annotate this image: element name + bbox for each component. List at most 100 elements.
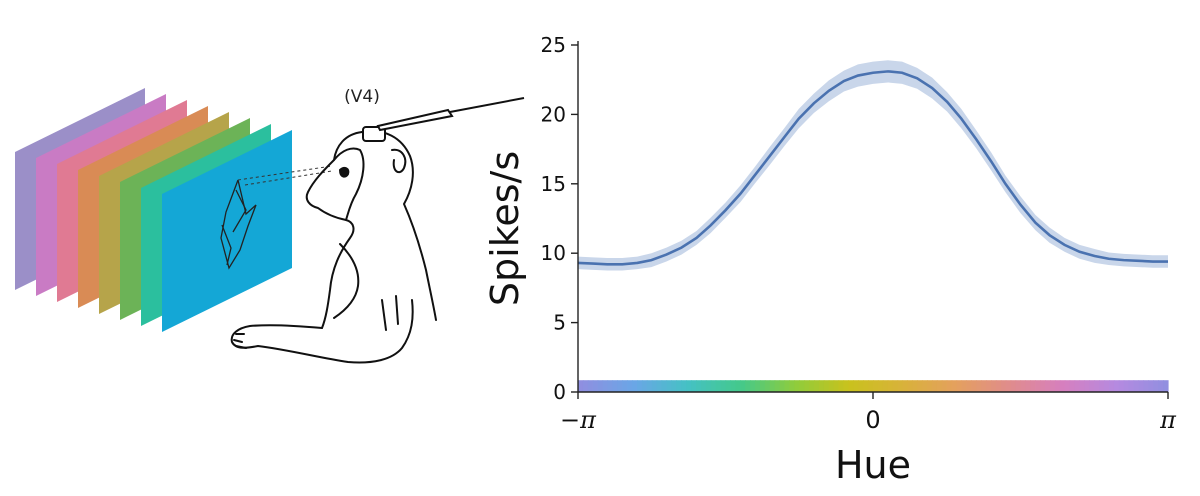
hue-colorbar-segment — [676, 380, 682, 392]
hue-colorbar-segment — [1084, 380, 1090, 392]
hue-colorbar-segment — [843, 380, 850, 392]
hue-colorbar-segment — [646, 380, 653, 392]
y-tick-label: 5 — [553, 311, 566, 335]
hue-colorbar-segment — [794, 380, 800, 392]
hue-colorbar-segment — [833, 380, 840, 392]
hue-colorbar-segment — [597, 380, 604, 392]
hue-colorbar-segment — [804, 380, 810, 392]
hue-colorbar-segment — [1094, 380, 1100, 392]
hue-colorbar-segment — [1030, 380, 1036, 392]
hue-colorbar-segment — [814, 380, 820, 392]
hue-colorbar-segment — [661, 380, 668, 392]
hue-colorbar-segment — [971, 380, 977, 392]
hue-colorbar-segment — [1020, 380, 1027, 392]
hue-colorbar-segment — [932, 380, 938, 392]
y-tick-label: 20 — [541, 102, 566, 126]
hue-colorbar-segment — [828, 380, 835, 392]
hue-colorbar-segment — [1113, 380, 1120, 392]
hue-colorbar-segment — [917, 380, 923, 392]
hue-colorbar-segment — [587, 380, 594, 392]
hue-colorbar-segment — [1163, 380, 1169, 392]
hue-colorbar-segment — [740, 380, 746, 392]
hue-colorbar-segment — [1109, 380, 1115, 392]
hue-colorbar-segment — [1015, 380, 1022, 392]
hue-colorbar-segment — [582, 380, 589, 392]
hue-colorbar-segment — [838, 380, 845, 392]
hue-colorbar-segment — [720, 380, 727, 392]
hue-colorbar-segment — [1069, 380, 1076, 392]
hue-colorbar-segment — [877, 380, 884, 392]
hue-colorbar-segment — [902, 380, 909, 392]
y-axis-label: Spikes/s — [483, 151, 527, 306]
hue-colorbar-segment — [868, 380, 874, 392]
hue-colorbar-segment — [961, 380, 968, 392]
hue-colorbar-segment — [986, 380, 992, 392]
hue-colorbar-segment — [1040, 380, 1046, 392]
hue-colorbar-segment — [956, 380, 963, 392]
hue-colorbar-segment — [769, 380, 776, 392]
hue-colorbar-segment — [1010, 380, 1017, 392]
hue-colorbar-segment — [907, 380, 913, 392]
hue-colorbar-segment — [1123, 380, 1130, 392]
hue-colorbar-segment — [759, 380, 766, 392]
tuning-curve-line — [577, 70, 1168, 266]
hue-colorbar-segment — [1079, 380, 1086, 392]
x-axis-label: Hue — [835, 443, 911, 487]
hue-colorbar-segment — [873, 380, 879, 392]
hue-colorbar-segment — [1054, 380, 1061, 392]
electrode-implant — [362, 97, 525, 142]
hue-colorbar-segment — [622, 380, 628, 392]
y-tick-label: 0 — [553, 380, 566, 404]
hue-colorbar-segment — [995, 380, 1002, 392]
hue-colorbar-segment — [691, 380, 697, 392]
hue-colorbar-segment — [887, 380, 894, 392]
stimulus-stack — [15, 88, 292, 332]
hue-colorbar-segment — [1148, 380, 1154, 392]
hue-colorbar-segment — [799, 380, 805, 392]
hue-colorbar-segment — [981, 380, 987, 392]
hue-colorbar-segment — [612, 380, 618, 392]
hue-colorbar-segment — [927, 380, 933, 392]
hue-colorbar-segment — [656, 380, 663, 392]
hue-colorbar-segment — [922, 380, 928, 392]
hue-colorbar-segment — [858, 380, 864, 392]
hue-colorbar-segment — [681, 380, 687, 392]
hue-colorbar-segment — [700, 380, 707, 392]
error-band — [578, 60, 1168, 271]
hue-colorbar-segment — [1118, 380, 1125, 392]
hue-colorbar-segment — [941, 380, 948, 392]
y-tick-label: 15 — [541, 172, 566, 196]
hue-colorbar-segment — [627, 380, 633, 392]
hue-colorbar-segment — [1064, 380, 1071, 392]
hue-colorbar-segment — [991, 380, 997, 392]
hue-colorbar-segment — [892, 380, 899, 392]
x-tick-label: 0 — [865, 406, 880, 434]
hue-colorbar-segment — [1158, 380, 1164, 392]
hue-colorbar-segment — [764, 380, 771, 392]
hue-colorbar-segment — [632, 380, 638, 392]
hue-colorbar-segment — [789, 380, 795, 392]
hue-colorbar-segment — [848, 380, 854, 392]
hue-colorbar-segment — [951, 380, 958, 392]
hue-colorbar-segment — [1050, 380, 1056, 392]
hue-colorbar-segment — [686, 380, 692, 392]
y-tick-label: 25 — [541, 33, 566, 57]
hue-colorbar-segment — [1089, 380, 1095, 392]
hue-colorbar-segment — [779, 380, 786, 392]
stimulus-panel — [162, 130, 292, 332]
hue-colorbar-segment — [946, 380, 953, 392]
hue-colorbar-segment — [1000, 380, 1007, 392]
hue-colorbar-segment — [735, 380, 741, 392]
hue-colorbar-segment — [1104, 380, 1110, 392]
hue-colorbar-segment — [818, 380, 825, 392]
hue-colorbar-segment — [1138, 380, 1145, 392]
hue-colorbar-segment — [578, 380, 584, 392]
hue-colorbar-segment — [651, 380, 658, 392]
x-tick-label: π — [1159, 406, 1177, 434]
hue-colorbar-segment — [976, 380, 982, 392]
hue-colorbar-segment — [705, 380, 712, 392]
hue-colorbar-segment — [897, 380, 904, 392]
hue-colorbar-segment — [671, 380, 677, 392]
